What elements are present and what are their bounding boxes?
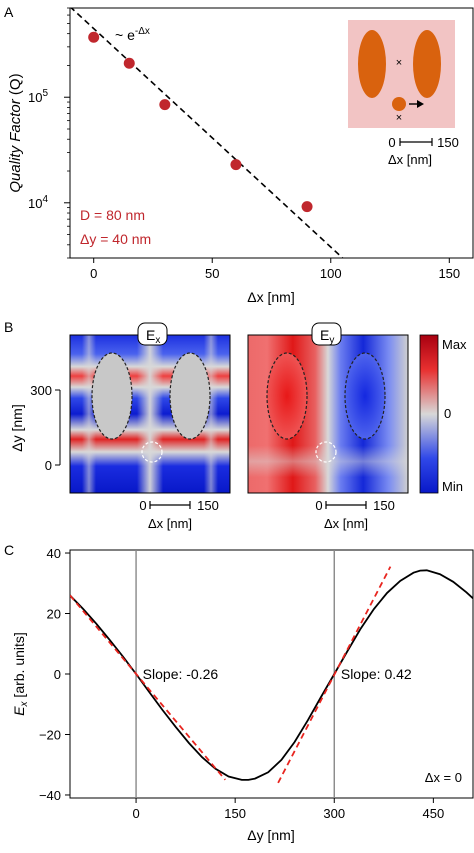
fit-label: ~ e-Δx [115, 26, 150, 43]
slope-line-0 [70, 594, 226, 781]
chart-b: Ex Ey Max 0 Min 300 0 Δy [nm] 0 1 [9, 322, 467, 531]
chart-a: 0 50 100 150 104 105 ~ e-Δx D = 80 nm Δy = 40… [7, 7, 474, 305]
ex-scale-label: Δx [nm] [148, 516, 192, 531]
c-ytick-label-0: −40 [39, 788, 61, 803]
c-ytick-label-2: 0 [54, 667, 61, 682]
a-xtick-label-3: 150 [438, 266, 460, 281]
panel-label-c: C [4, 542, 14, 558]
a-ytick-label-1: 105 [28, 88, 48, 105]
a-xtick-label-0: 0 [90, 266, 97, 281]
c-ytick-label-1: −20 [39, 727, 61, 742]
chart-c-axes: 0 150 300 450 −40 −20 0 20 40 [39, 546, 444, 821]
annotation-dy: Δy = 40 nm [80, 231, 151, 247]
b-axis-tick-label-0: 0 [45, 458, 52, 473]
chart-a-axes: 0 50 100 150 104 105 [28, 7, 460, 281]
c-xtick-label-2: 300 [323, 806, 345, 821]
ex-scale-start: 0 [139, 498, 146, 513]
ey-rod-left [266, 352, 308, 440]
c-ytick-label-4: 40 [47, 546, 61, 561]
ex-scale-end: 150 [197, 498, 219, 513]
chart-a-frame [69, 7, 474, 259]
inset-origin-mark: × [396, 112, 402, 124]
ex-rod-right [169, 352, 211, 440]
c-ytick-label-3: 20 [47, 607, 61, 622]
a-xtick-label-2: 100 [320, 266, 342, 281]
ey-scale-label: Δx [nm] [324, 516, 368, 531]
slope-line-1 [277, 566, 392, 784]
data-point-0 [88, 31, 100, 43]
colorbar [419, 334, 439, 494]
inset-particle [392, 97, 406, 111]
ey-particle-outline [315, 441, 337, 463]
chart-c-ylabel: Ex [arb. units] [11, 632, 30, 716]
data-point-4 [301, 201, 313, 213]
chart-c-frame [69, 549, 474, 799]
ex-rod-left [91, 352, 133, 440]
heatmap-ey [248, 335, 408, 493]
slope-labels: Slope: -0.26 Slope: 0.42 [143, 666, 412, 682]
slope-lines [70, 566, 392, 784]
inset-rod-left [358, 30, 386, 98]
inset-center-mark: × [396, 57, 402, 69]
panel-label-b: B [4, 319, 13, 335]
heatmap-ex-label: Ex [146, 327, 160, 346]
data-point-3 [230, 159, 242, 171]
a-ytick-label-0: 104 [28, 194, 48, 211]
b-axis-tick-label-300: 300 [30, 383, 52, 398]
annotation-d: D = 80 nm [80, 207, 145, 223]
colorbar-max-label: Max [442, 337, 467, 352]
data-point-2 [159, 99, 171, 111]
inset-rod-right [413, 30, 441, 98]
heatmap-ey-label: Ey [320, 327, 334, 346]
inset-scale-start: 0 [388, 135, 395, 150]
ey-scale-start: 0 [315, 498, 322, 513]
ex-curve [70, 569, 473, 781]
heatmap-ex [70, 335, 230, 493]
panel-label-a: A [4, 4, 14, 20]
chart-c-xlabel: Δy [nm] [247, 827, 294, 843]
c-xtick-label-0: 0 [132, 806, 139, 821]
fit-line [70, 8, 344, 258]
data-points [88, 31, 313, 213]
chart-a-xlabel: Δx [nm] [247, 289, 294, 305]
corner-label: Δx = 0 [425, 770, 462, 785]
colorbar-mid-label: 0 [444, 406, 451, 421]
inset-scale-end: 150 [437, 135, 459, 150]
ex-particle-outline [141, 441, 163, 463]
colorbar-min-label: Min [442, 479, 463, 494]
a-xtick-label-1: 50 [205, 266, 219, 281]
c-xtick-label-1: 150 [224, 806, 246, 821]
heatmap-ex-label-box [137, 322, 168, 346]
slope-label-1: Slope: 0.42 [341, 666, 412, 682]
ey-rod-right [344, 352, 386, 440]
c-xtick-label-3: 450 [423, 806, 445, 821]
arrow-head-icon [417, 100, 424, 108]
inset-scale-label: Δx [nm] [388, 152, 432, 167]
data-point-1 [123, 57, 135, 69]
ey-scale-end: 150 [373, 498, 395, 513]
chart-a-ylabel: Quality Factor (Q) [7, 73, 24, 192]
slope-label-0: Slope: -0.26 [143, 666, 219, 682]
b-axis-label: Δy [nm] [9, 404, 25, 451]
heatmap-ey-label-box [311, 322, 342, 346]
inset: × × [348, 20, 455, 128]
